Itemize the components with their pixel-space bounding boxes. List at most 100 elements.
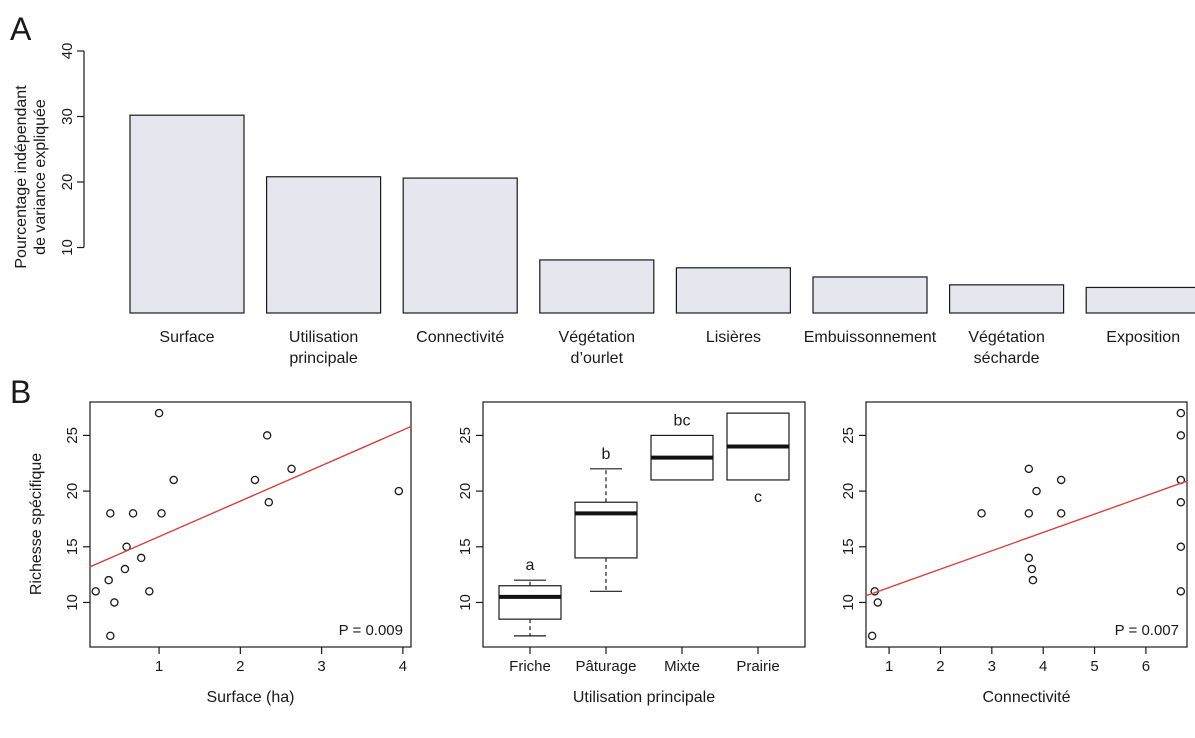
bar bbox=[402, 177, 518, 314]
data-point bbox=[1176, 431, 1186, 440]
data-point bbox=[169, 475, 178, 485]
plot-frame bbox=[865, 401, 1188, 648]
p-value-annotation: P = 0.007 bbox=[1115, 622, 1179, 639]
data-point bbox=[104, 575, 113, 585]
y-tick-label: 15 bbox=[64, 538, 81, 555]
data-point bbox=[157, 509, 166, 518]
plot-frame bbox=[482, 401, 806, 648]
data-point bbox=[106, 509, 115, 518]
data-point bbox=[1028, 575, 1038, 585]
x-tick-label: Pâturage bbox=[576, 658, 637, 675]
data-point bbox=[250, 475, 260, 485]
x-tick-label: Friche bbox=[509, 658, 551, 675]
x-tick-label: 5 bbox=[1090, 658, 1098, 675]
x-tick-label: 2 bbox=[936, 658, 944, 675]
panel-label-a: A bbox=[10, 11, 32, 47]
x-tick-label: 4 bbox=[1039, 658, 1047, 675]
data-point bbox=[1024, 509, 1034, 518]
y-tick-label: 10 bbox=[457, 594, 474, 611]
y-tick-label: 15 bbox=[457, 538, 474, 555]
bar bbox=[812, 276, 928, 314]
panel-label-b: B bbox=[10, 374, 31, 410]
y-tick-label: 10 bbox=[64, 594, 81, 611]
data-point bbox=[394, 486, 404, 496]
data-point bbox=[1176, 497, 1186, 507]
category-label: Exposition bbox=[1106, 329, 1180, 346]
data-point bbox=[867, 631, 877, 641]
panel-b-surface: 10 15 20 25 1 2 3 4 P = 0.009 Surface (ha) B Riches… bbox=[10, 374, 412, 706]
category-label: Lisières bbox=[706, 329, 761, 346]
y-tick-label: 20 bbox=[59, 174, 76, 191]
data-point bbox=[154, 408, 164, 418]
category-label: Végétation d’ourlet bbox=[559, 329, 636, 367]
x-axis-label: Connectivité bbox=[982, 689, 1070, 706]
data-point bbox=[873, 598, 883, 607]
data-point bbox=[110, 598, 119, 607]
x-tick-label: Prairie bbox=[736, 658, 779, 675]
data-point bbox=[106, 631, 115, 641]
regression-line bbox=[865, 480, 1188, 597]
y-tick-label: 30 bbox=[59, 108, 76, 125]
y-axis-label: Richesse spécifique bbox=[28, 453, 45, 595]
y-tick-label: 20 bbox=[64, 483, 81, 500]
category-label: Utilisation principale bbox=[289, 329, 358, 367]
y-tick-label: 25 bbox=[840, 427, 857, 444]
x-tick-label: 6 bbox=[1142, 658, 1150, 675]
data-point bbox=[1176, 587, 1186, 596]
category-label: Végétation sécharde bbox=[968, 329, 1045, 367]
panel-b-connectivite: 10 15 20 25 1 2 3 4 5 6 P = 0.007 Connectivité bbox=[840, 401, 1188, 706]
data-point bbox=[1024, 553, 1034, 563]
bar bbox=[129, 114, 245, 314]
significance-letter: bc bbox=[674, 412, 691, 429]
data-point bbox=[262, 431, 272, 440]
data-point bbox=[1024, 464, 1034, 474]
x-tick-label: 3 bbox=[988, 658, 996, 675]
data-point bbox=[287, 464, 296, 474]
data-point bbox=[977, 509, 986, 518]
bar bbox=[266, 176, 382, 314]
y-tick-label: 20 bbox=[840, 483, 857, 500]
data-point bbox=[1032, 486, 1041, 496]
y-tick-label: 25 bbox=[457, 427, 474, 444]
data-point bbox=[1176, 408, 1186, 418]
y-tick-label: 10 bbox=[840, 594, 857, 611]
data-point bbox=[1176, 542, 1186, 552]
data-point bbox=[91, 587, 100, 596]
y-axis-label: Pourcentage indépendant de variance expli… bbox=[13, 85, 49, 269]
box bbox=[498, 585, 562, 620]
y-tick-label: 10 bbox=[59, 239, 76, 256]
y-tick-label: 25 bbox=[64, 427, 81, 444]
x-tick-label: 1 bbox=[155, 658, 163, 675]
x-tick-label: 4 bbox=[399, 658, 407, 675]
y-tick-label: 20 bbox=[457, 483, 474, 500]
y-tick-label: 15 bbox=[840, 538, 857, 555]
data-point bbox=[1056, 475, 1066, 485]
regression-line bbox=[89, 425, 412, 568]
category-label: Connectivité bbox=[416, 329, 504, 346]
bar bbox=[1085, 286, 1195, 314]
significance-letter: a bbox=[526, 557, 535, 574]
plot-frame bbox=[89, 401, 412, 648]
x-tick-label: 1 bbox=[885, 658, 893, 675]
x-axis-label: Surface (ha) bbox=[206, 689, 294, 706]
data-point bbox=[120, 564, 130, 574]
x-tick-label: 3 bbox=[317, 658, 325, 675]
data-point bbox=[145, 587, 154, 596]
p-value-annotation: P = 0.009 bbox=[339, 622, 403, 639]
category-label: Embuissonnement bbox=[804, 329, 937, 346]
bar bbox=[675, 267, 792, 314]
bar bbox=[948, 284, 1065, 314]
significance-letter: c bbox=[754, 489, 762, 506]
significance-letter: b bbox=[602, 446, 611, 463]
data-point bbox=[1027, 564, 1037, 574]
x-axis-label: Utilisation principale bbox=[573, 689, 715, 706]
panel-b-utilisation: 10 15 20 25 Friche a Pâturage b Mixte bc Prairie c U… bbox=[457, 401, 806, 706]
bar bbox=[539, 259, 655, 314]
data-point bbox=[136, 553, 146, 563]
data-point bbox=[264, 497, 274, 507]
data-point bbox=[128, 509, 138, 518]
box bbox=[574, 501, 638, 559]
data-point bbox=[1056, 509, 1066, 518]
